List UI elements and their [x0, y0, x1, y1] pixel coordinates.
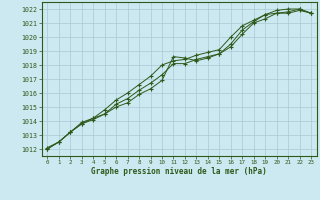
X-axis label: Graphe pression niveau de la mer (hPa): Graphe pression niveau de la mer (hPa) — [91, 167, 267, 176]
